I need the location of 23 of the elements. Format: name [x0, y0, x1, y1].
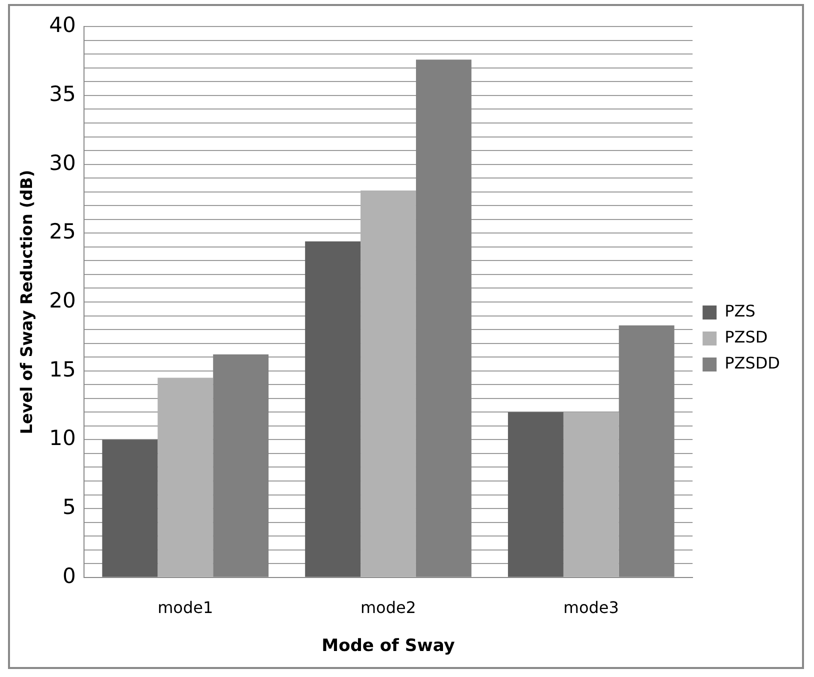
bar	[563, 412, 619, 577]
y-tick-label: 20	[49, 288, 76, 312]
y-tick-label: 0	[62, 564, 76, 588]
bar	[305, 241, 361, 577]
y-tick-label: 25	[49, 220, 76, 244]
y-tick-label: 15	[49, 357, 76, 382]
x-axis-title: Mode of Sway	[322, 636, 455, 656]
bar	[508, 412, 564, 577]
x-tick-label: mode3	[563, 598, 619, 618]
legend-label: PZSDD	[724, 354, 780, 373]
x-tick-label: mode1	[158, 598, 214, 618]
y-tick-label: 10	[49, 426, 76, 450]
bar	[158, 378, 214, 577]
y-tick-label: 5	[62, 495, 76, 520]
x-tick-label: mode2	[360, 598, 416, 618]
legend-label: PZS	[724, 302, 756, 321]
y-tick-label: 30	[49, 150, 76, 175]
y-tick-label: 40	[49, 13, 76, 38]
bar	[360, 190, 416, 577]
bar	[102, 440, 158, 577]
legend-label: PZSD	[724, 328, 768, 347]
y-tick-label: 35	[49, 82, 76, 106]
y-axis-title: Level of Sway Reduction (dB)	[16, 170, 36, 434]
